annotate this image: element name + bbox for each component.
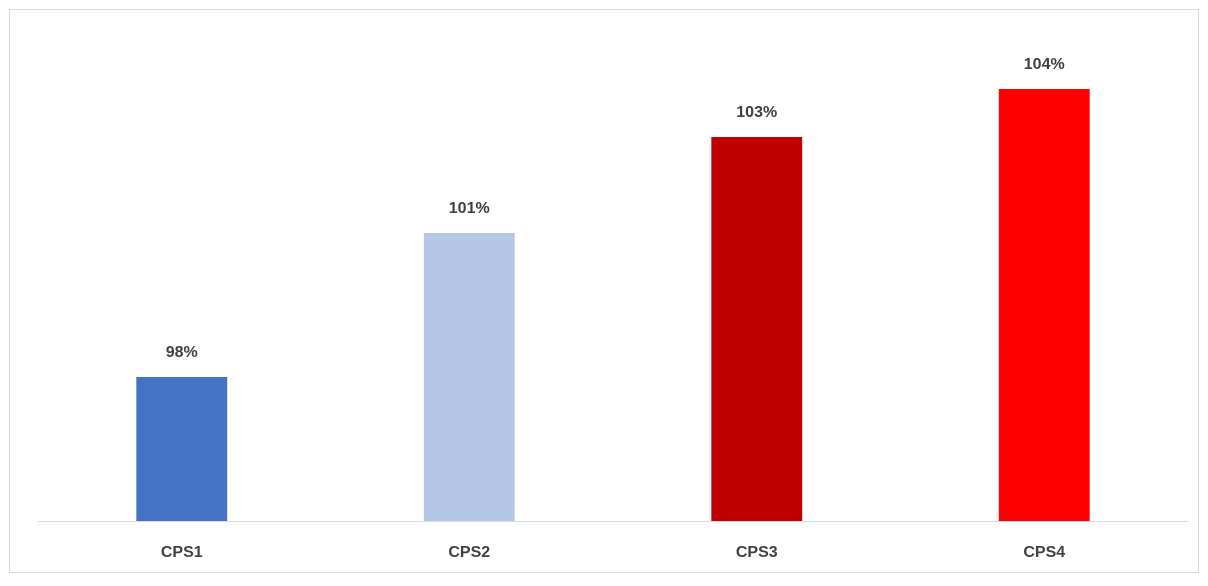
bar (136, 377, 228, 521)
data-label: 98% (166, 344, 198, 361)
bar (998, 89, 1090, 521)
x-tick-label: CPS1 (161, 544, 203, 561)
x-tick-label: CPS4 (1023, 544, 1065, 561)
bar (711, 137, 803, 521)
x-tick-label: CPS3 (736, 544, 778, 561)
data-label: 103% (736, 104, 777, 121)
x-tick-label: CPS2 (448, 544, 490, 561)
data-label: 104% (1024, 56, 1065, 73)
data-label: 101% (449, 200, 490, 217)
bar (423, 233, 515, 521)
